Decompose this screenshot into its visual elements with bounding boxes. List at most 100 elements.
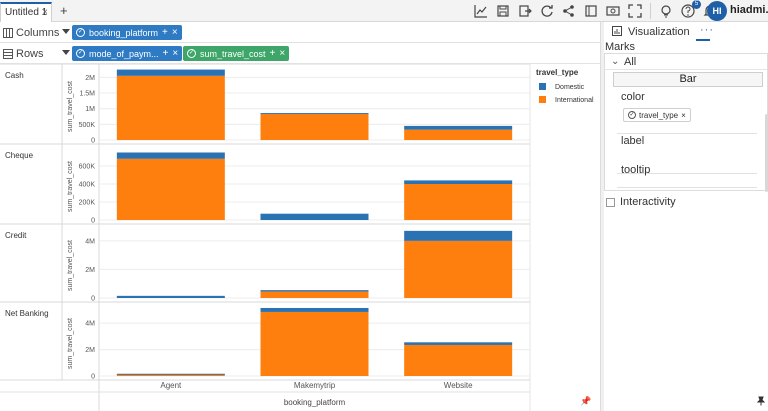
interactivity-label: Interactivity	[620, 196, 676, 208]
y-axis-title: sum_travel_cost	[67, 161, 74, 212]
lightbulb-icon[interactable]	[655, 0, 677, 22]
pill-remove-icon[interactable]: ×	[279, 48, 286, 59]
pill-remove-icon[interactable]: ×	[681, 110, 686, 120]
legend-swatch-domestic[interactable]	[539, 83, 546, 90]
pin-icon[interactable]: 📌	[580, 395, 591, 407]
save-icon[interactable]	[492, 0, 514, 22]
chart-icon[interactable]	[470, 0, 492, 22]
tooltip-drop-area[interactable]	[617, 176, 757, 188]
bar-international-makemytrip[interactable]	[260, 311, 369, 376]
visualization-tab[interactable]: Visualization	[628, 26, 690, 38]
y-tick-label: 2M	[85, 75, 95, 82]
y-tick-label: 400K	[79, 182, 96, 189]
label-drop-area[interactable]	[617, 148, 757, 174]
x-tick-label: Agent	[160, 381, 182, 390]
bar-international-website[interactable]	[404, 344, 513, 376]
bar-domestic-website[interactable]	[404, 230, 513, 241]
panel-divider[interactable]	[600, 22, 604, 411]
bar-domestic-agent[interactable]	[116, 295, 225, 298]
refresh-icon[interactable]	[536, 0, 558, 22]
y-axis-title: sum_travel_cost	[67, 318, 74, 369]
y-axis-title: sum_travel_cost	[67, 81, 74, 132]
rows-label: Rows	[16, 48, 44, 60]
marks-scrollbar[interactable]	[765, 114, 768, 192]
share-icon[interactable]	[558, 0, 580, 22]
tab-label: Untitled 1	[5, 7, 48, 18]
layout-icon[interactable]	[580, 0, 602, 22]
columns-dropdown-icon[interactable]	[62, 29, 70, 34]
pill-label: mode_of_paym...	[89, 48, 159, 59]
rows-shelf-label: Rows	[3, 48, 44, 60]
mark-type-select[interactable]: Bar	[613, 72, 763, 87]
bar-domestic-makemytrip[interactable]	[260, 113, 369, 115]
more-options-icon[interactable]: ···	[700, 24, 714, 36]
username[interactable]: hiadmi...	[730, 4, 768, 16]
pill-add-icon[interactable]: +	[269, 48, 276, 59]
export-icon[interactable]	[514, 0, 536, 22]
check-icon: ✓	[76, 49, 85, 58]
bar-international-website[interactable]	[404, 240, 513, 298]
visualization-panel: Visualization ··· Marks ⌄ All Bar color …	[604, 22, 768, 411]
y-tick-label: 600K	[79, 164, 96, 171]
y-tick-label: 2M	[85, 347, 95, 354]
columns-label: Columns	[16, 27, 60, 39]
marks-title: Marks	[605, 41, 635, 53]
bar-domestic-makemytrip[interactable]	[260, 213, 369, 220]
bar-domestic-makemytrip[interactable]	[260, 307, 369, 312]
bar-international-agent[interactable]	[116, 75, 225, 140]
sum-travel-cost-pill[interactable]: ✓ sum_travel_cost + ×	[183, 46, 290, 61]
y-tick-label: 500K	[79, 122, 96, 129]
columns-icon	[3, 28, 13, 38]
pin-icon[interactable]	[756, 396, 766, 406]
check-icon: ✓	[628, 111, 636, 119]
check-icon: ✓	[76, 28, 85, 37]
bar-international-agent[interactable]	[116, 374, 225, 376]
present-icon[interactable]	[602, 0, 624, 22]
tab-close-icon[interactable]: ×	[42, 7, 48, 18]
marks-card: ⌄ All Bar color ✓ travel_type × label to…	[604, 53, 768, 192]
bar-international-makemytrip[interactable]	[260, 291, 369, 298]
y-tick-label: 0	[91, 138, 95, 145]
rows-shelf: Rows ✓ mode_of_paym... + × ✓ sum_travel_…	[0, 44, 600, 64]
bar-international-website[interactable]	[404, 129, 513, 140]
booking-platform-pill[interactable]: ✓ booking_platform + ×	[72, 25, 182, 40]
bar-domestic-agent[interactable]	[116, 152, 225, 159]
bar-domestic-makemytrip[interactable]	[260, 290, 369, 292]
bar-international-agent[interactable]	[116, 158, 225, 220]
color-label: color	[621, 91, 645, 103]
tooltip-label: tooltip	[621, 164, 651, 176]
pill-add-icon[interactable]: +	[162, 27, 168, 38]
stacked-bar-chart: Cash sum_travel_cost 0 500K 1M 1.5M 2M Cheque su…	[0, 64, 594, 411]
y-tick-label: 1.5M	[79, 91, 95, 98]
legend-swatch-international[interactable]	[539, 96, 546, 103]
color-drop-area[interactable]	[617, 104, 757, 134]
add-tab-button[interactable]: +	[60, 3, 68, 18]
pill-add-icon[interactable]: +	[162, 48, 169, 59]
bar-international-makemytrip[interactable]	[260, 114, 369, 140]
check-icon: ✓	[187, 49, 196, 58]
pill-remove-icon[interactable]: ×	[171, 27, 178, 38]
fullscreen-icon[interactable]	[624, 0, 646, 22]
bar-domestic-website[interactable]	[404, 125, 513, 130]
interactivity-row[interactable]: Interactivity	[606, 196, 676, 208]
active-tab-indicator	[696, 39, 710, 41]
bar-domestic-website[interactable]	[404, 180, 513, 184]
bar-domestic-agent[interactable]	[116, 373, 225, 375]
bar-international-website[interactable]	[404, 184, 513, 220]
bar-domestic-agent[interactable]	[116, 69, 225, 76]
y-tick-label: 200K	[79, 200, 96, 207]
toolbar-icons	[470, 0, 721, 22]
rows-dropdown-icon[interactable]	[62, 50, 70, 55]
pill-remove-icon[interactable]: ×	[172, 48, 179, 59]
travel-type-color-pill[interactable]: ✓ travel_type ×	[623, 108, 691, 122]
help-icon[interactable]	[677, 0, 699, 22]
avatar[interactable]: HI	[707, 1, 727, 21]
marks-all-row[interactable]: ⌄ All	[605, 54, 767, 70]
tab-untitled-1[interactable]: Untitled 1 ×	[0, 2, 52, 22]
chevron-down-icon[interactable]: ⌄	[611, 56, 620, 67]
interactivity-checkbox[interactable]	[606, 197, 615, 207]
mode-of-payment-pill[interactable]: ✓ mode_of_paym... + ×	[72, 46, 183, 61]
bar-domestic-website[interactable]	[404, 342, 513, 345]
notification-badge: 5	[692, 0, 701, 9]
legend-label-domestic: Domestic	[555, 84, 585, 91]
